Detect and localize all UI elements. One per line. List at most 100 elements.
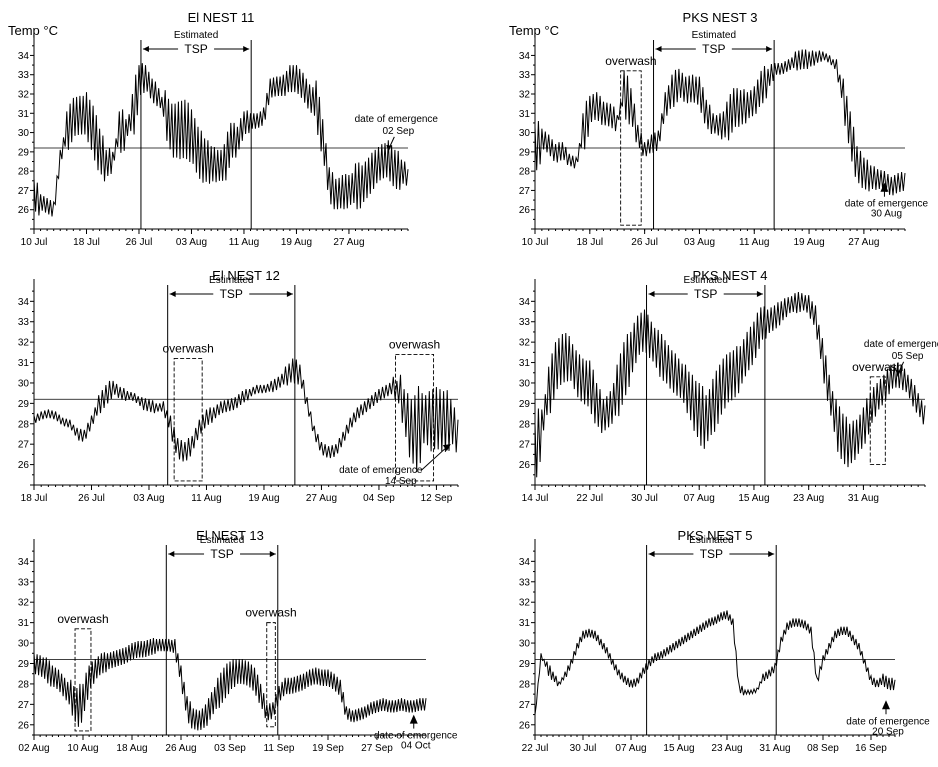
- emergence-date: 14 Sep: [385, 476, 417, 487]
- y-tick-label: 30: [519, 378, 531, 389]
- tsp-arrowhead-left: [142, 46, 149, 52]
- overwash-window: [620, 70, 642, 226]
- x-tick-label: 16 Sep: [855, 743, 887, 754]
- y-tick-label: 30: [519, 128, 531, 139]
- y-tick-label: 33: [519, 577, 531, 588]
- x-tick-label: 18 Jul: [21, 493, 48, 504]
- y-tick-label: 32: [519, 598, 531, 609]
- x-tick-label: 07 Aug: [615, 743, 646, 754]
- tsp-arrowhead-right: [756, 291, 763, 297]
- x-tick-label: 27 Sep: [361, 743, 393, 754]
- tsp-label-line2: TSP: [702, 42, 725, 56]
- x-tick-label: 10 Aug: [67, 743, 98, 754]
- x-tick-label: 02 Aug: [18, 743, 49, 754]
- tsp-arrowhead-left: [169, 291, 176, 297]
- temperature-series-line: [33, 358, 459, 473]
- emergence-date: 04 Oct: [401, 741, 431, 752]
- y-tick-label: 32: [18, 598, 30, 609]
- x-tick-label: 19 Aug: [793, 237, 824, 248]
- x-tick-label: 31 Aug: [759, 743, 790, 754]
- overwash-window: [869, 376, 886, 466]
- tsp-arrowhead-left: [655, 46, 662, 52]
- overwash-label: overwash: [162, 341, 213, 355]
- x-tick-label: 23 Aug: [711, 743, 742, 754]
- x-tick-label: 22 Jul: [576, 493, 603, 504]
- y-tick-label: 28: [18, 419, 30, 430]
- overwash-window: [173, 358, 203, 482]
- y-tick-label: 29: [519, 659, 531, 670]
- y-tick-label: 28: [519, 419, 531, 430]
- emergence-date: 02 Sep: [382, 126, 414, 137]
- y-tick-label: 32: [519, 90, 531, 101]
- y-tick-label: 33: [519, 317, 531, 328]
- tsp-label-line1: Estimated: [689, 535, 733, 546]
- tsp-label-line1: Estimated: [200, 535, 244, 546]
- y-tick-label: 31: [519, 109, 531, 120]
- tsp-arrowhead-left: [648, 551, 655, 557]
- x-tick-label: 03 Aug: [684, 237, 715, 248]
- y-axis-label: Temp °C: [8, 23, 58, 38]
- chart-panel-6: PKS NEST 5 26 27 28 29 30 31 32 33 34 22 Jul 30 Jul…: [519, 528, 930, 754]
- y-tick-label: 28: [18, 167, 30, 178]
- x-tick-label: 19 Aug: [281, 237, 312, 248]
- emergence-date: 30 Aug: [871, 209, 902, 220]
- emergence-label: date of emergence: [845, 199, 929, 210]
- overwash-window: [395, 353, 435, 482]
- x-tick-label: 15 Aug: [738, 493, 769, 504]
- y-tick-label: 27: [519, 700, 531, 711]
- chart-title: El NEST 11: [188, 10, 255, 25]
- x-tick-label: 10 Jul: [21, 237, 48, 248]
- chart-title: PKS NEST 3: [683, 10, 758, 25]
- x-tick-label: 26 Jul: [78, 493, 105, 504]
- x-tick-label: 18 Jul: [576, 237, 603, 248]
- y-tick-label: 31: [18, 109, 30, 120]
- overwash-window: [74, 628, 92, 732]
- y-tick-label: 26: [519, 460, 531, 471]
- y-tick-label: 26: [18, 720, 30, 731]
- temperature-series-line: [534, 49, 906, 196]
- tsp-label-line2: TSP: [210, 547, 233, 561]
- chart-panel-5: El NEST 13 26 27 28 29 30 31 32 33 34 02 Aug 10 Aug…: [18, 528, 458, 754]
- y-tick-label: 29: [519, 147, 531, 158]
- y-tick-label: 34: [519, 557, 531, 568]
- x-tick-label: 27 Aug: [333, 237, 364, 248]
- x-tick-label: 27 Aug: [306, 493, 337, 504]
- y-tick-label: 27: [18, 440, 30, 451]
- tsp-label-line1: Estimated: [209, 275, 253, 286]
- chart-title: El NEST 12: [212, 268, 280, 283]
- emergence-label: date of emergence: [374, 731, 458, 742]
- x-tick-label: 26 Jul: [126, 237, 153, 248]
- emergence-arrow: [420, 445, 449, 472]
- emergence-arrowhead: [386, 144, 392, 152]
- x-tick-label: 11 Sep: [264, 743, 295, 754]
- y-tick-label: 27: [18, 186, 30, 197]
- x-tick-label: 11 Aug: [191, 493, 221, 504]
- y-tick-label: 34: [18, 297, 30, 308]
- x-tick-label: 07 Aug: [684, 493, 715, 504]
- x-tick-label: 26 Jul: [631, 237, 658, 248]
- x-tick-label: 04 Sep: [363, 493, 395, 504]
- y-tick-label: 27: [519, 186, 531, 197]
- chart-title: El NEST 13: [196, 528, 264, 543]
- overwash-label: overwash: [245, 606, 296, 620]
- y-tick-label: 32: [18, 90, 30, 101]
- overwash-label: overwash: [57, 612, 108, 626]
- y-tick-label: 33: [18, 70, 30, 81]
- x-tick-label: 14 Jul: [522, 493, 549, 504]
- y-tick-label: 29: [18, 147, 30, 158]
- y-tick-label: 28: [519, 167, 531, 178]
- emergence-arrowhead: [882, 700, 890, 710]
- x-tick-label: 18 Aug: [116, 743, 147, 754]
- chart-title: PKS NEST 5: [678, 528, 753, 543]
- x-tick-label: 11 Aug: [229, 237, 259, 248]
- temperature-series-line: [33, 63, 409, 217]
- tsp-label-line1: Estimated: [174, 30, 218, 41]
- x-tick-label: 30 Jul: [570, 743, 597, 754]
- y-tick-label: 26: [519, 205, 531, 216]
- chart-panel-1: El NEST 11 Temp °C 26 27 28 29 30 31 32 33 34 10 Ju…: [8, 10, 438, 248]
- x-tick-label: 18 Jul: [73, 237, 100, 248]
- y-tick-label: 34: [18, 51, 30, 62]
- x-tick-label: 03 Aug: [176, 237, 207, 248]
- y-tick-label: 29: [18, 659, 30, 670]
